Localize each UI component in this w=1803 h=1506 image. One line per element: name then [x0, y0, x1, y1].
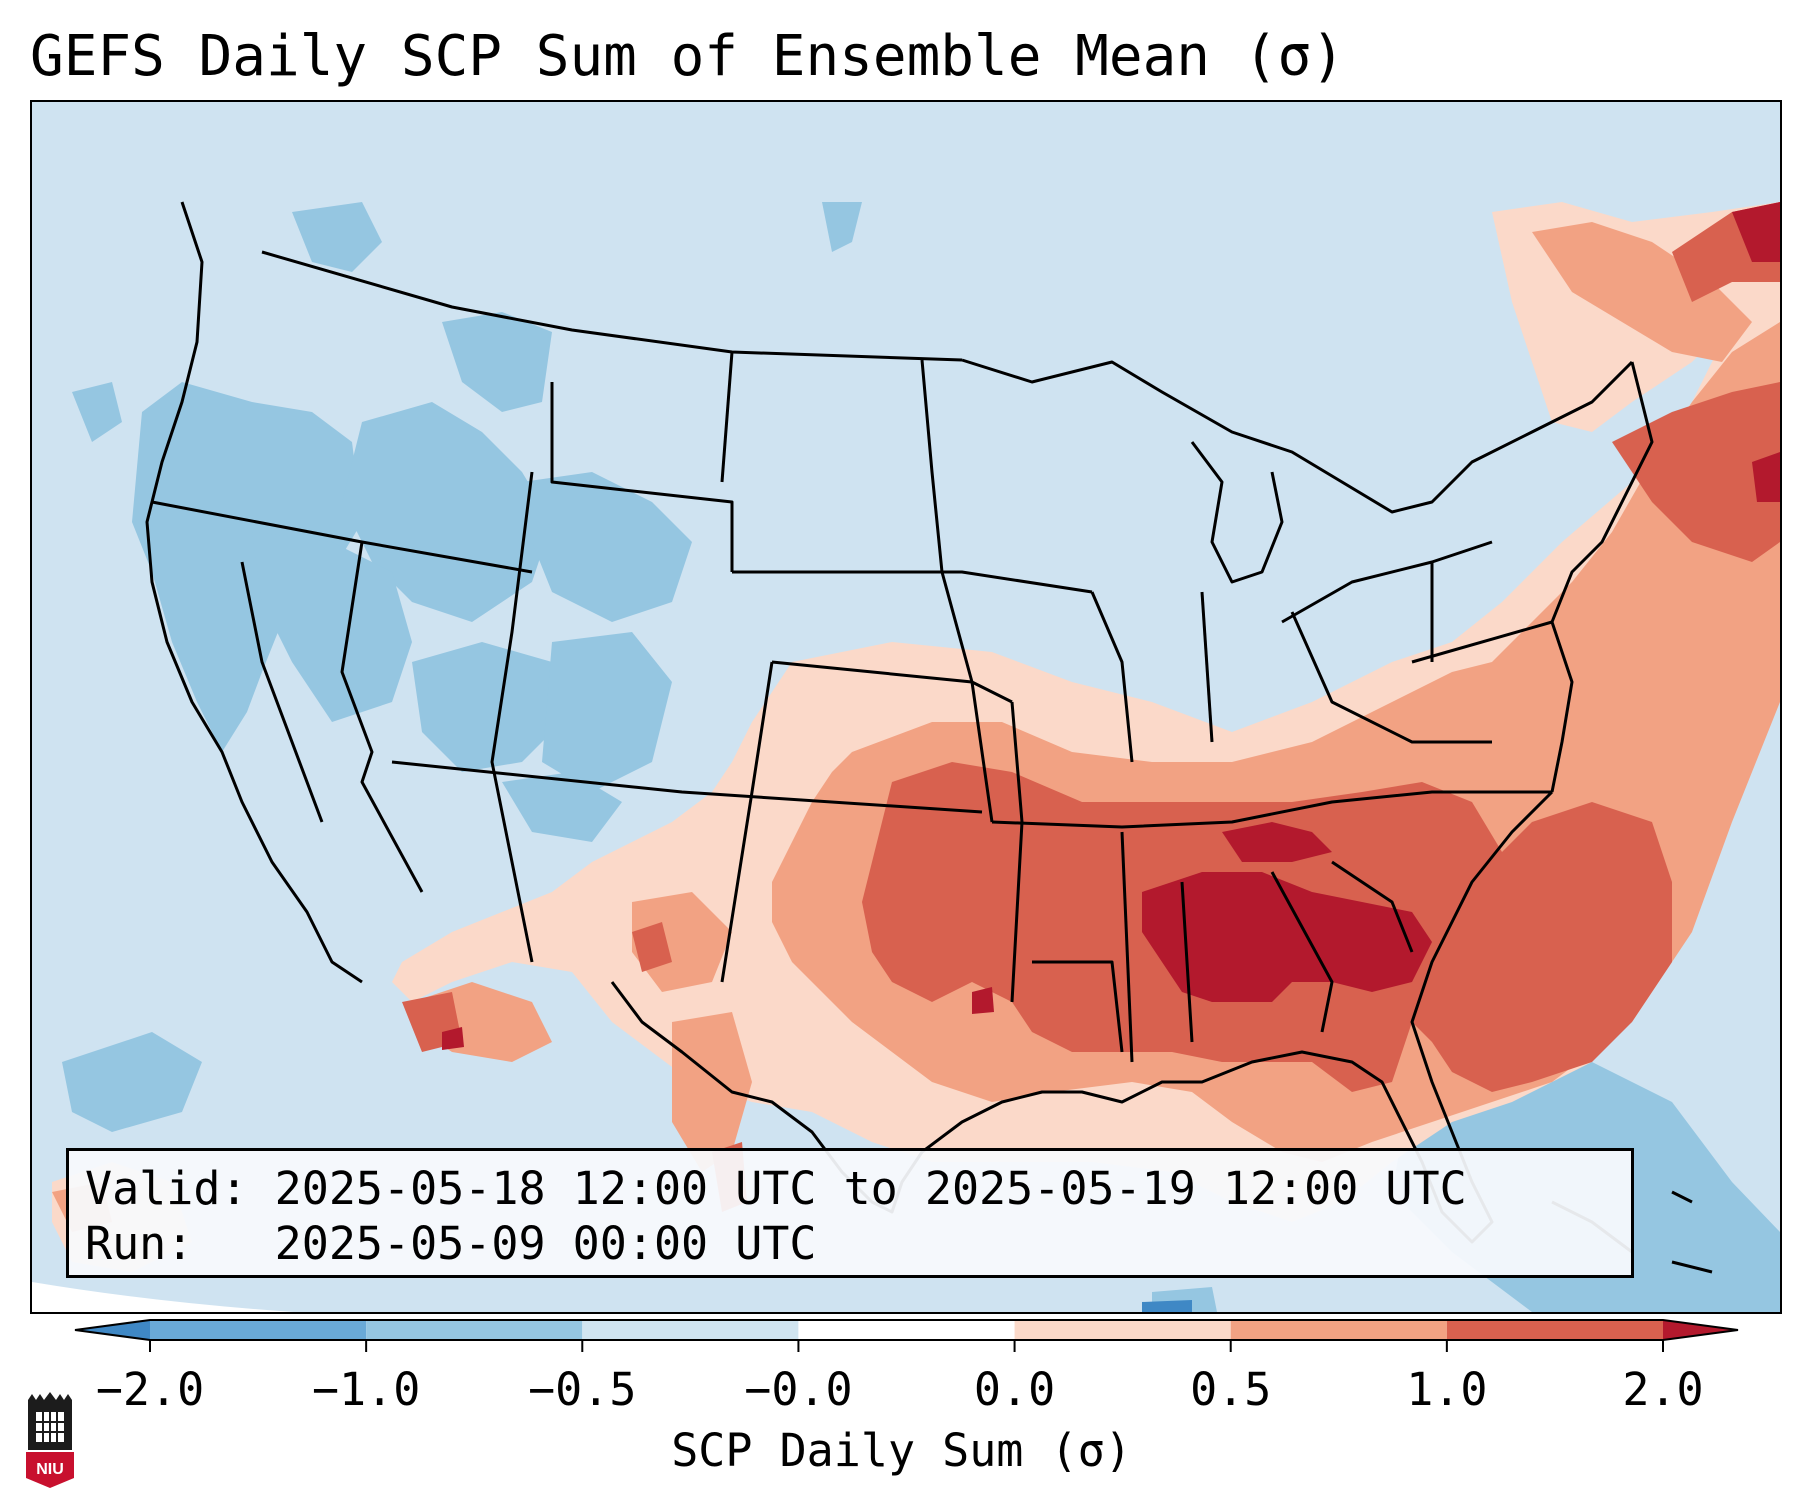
niu-logo: NIU: [26, 1392, 74, 1488]
colorbar-segment: [366, 1320, 583, 1340]
valid-time-text: Valid: 2025-05-18 12:00 UTC to 2025-05-1…: [85, 1162, 1467, 1215]
logo-text: NIU: [36, 1461, 64, 1478]
colorbar-tick-label: −0.0: [744, 1363, 853, 1416]
colorbar-segment: [1230, 1320, 1447, 1340]
colorbar-tick-label: 0.5: [1190, 1363, 1272, 1416]
projection-edge: [32, 1282, 294, 1312]
colorbar-extend-low: [75, 1320, 150, 1340]
colorbar-extend-high: [1663, 1320, 1738, 1340]
colorbar-label: SCP Daily Sum (σ): [671, 1424, 1132, 1477]
validity-info-box: Valid: 2025-05-18 12:00 UTC to 2025-05-1…: [66, 1148, 1634, 1278]
colorbar-segments: [74, 1319, 1739, 1341]
run-time-text: Run: 2025-05-09 00:00 UTC: [85, 1217, 817, 1270]
colorbar-tick-label: 1.0: [1406, 1363, 1488, 1416]
colorbar-segment: [798, 1320, 1015, 1340]
scp-anomaly-map: [32, 102, 1780, 1312]
colorbar-tick-label: −0.5: [528, 1363, 637, 1416]
colorbar-ticks: [149, 1340, 1664, 1352]
colorbar-segment: [150, 1320, 367, 1340]
map-title: GEFS Daily SCP Sum of Ensemble Mean (σ): [30, 24, 1345, 89]
colorbar-tick-label: 0.0: [973, 1363, 1056, 1416]
colorbar-segment: [1446, 1320, 1663, 1340]
colorbar-segment: [1014, 1320, 1231, 1340]
colorbar-tick-label: −1.0: [311, 1363, 421, 1416]
extreme-positive-anomaly-area: [442, 202, 1780, 1050]
map-panel: [30, 100, 1782, 1314]
colorbar-segment: [582, 1320, 799, 1340]
colorbar: [74, 1319, 1739, 1352]
colorbar-tick-label: −2.0: [95, 1363, 205, 1416]
state-boundaries: [145, 201, 1654, 1244]
colorbar-tick-label: 2.0: [1622, 1363, 1704, 1416]
strong-negative-areas: [1142, 1300, 1192, 1312]
